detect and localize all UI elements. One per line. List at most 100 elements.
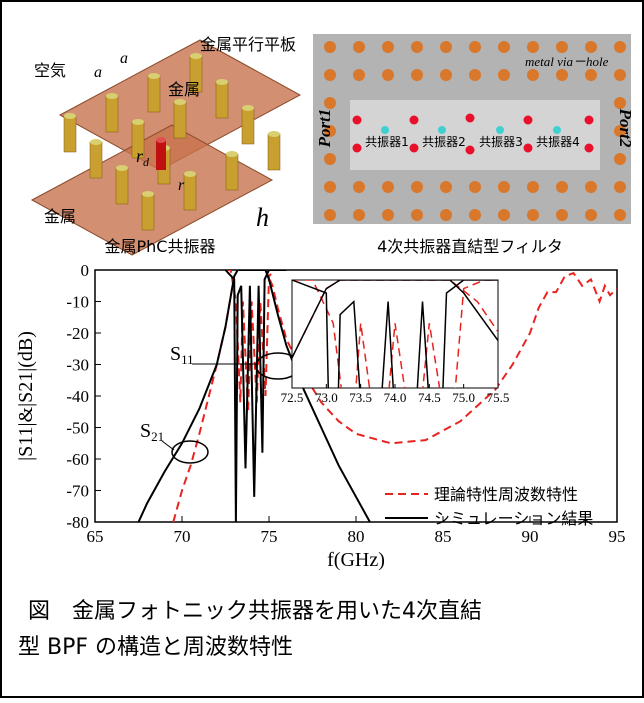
x-tick-label: 75.0 — [452, 390, 475, 405]
page: 金属平行平板 空気 a a 金属 rd r 金属 h 金属PhC共振器 meta… — [0, 0, 644, 703]
x-tick-label: 90 — [522, 527, 539, 546]
via-top — [226, 151, 238, 157]
via — [469, 41, 481, 53]
y-tick-label: -20 — [66, 324, 89, 343]
via — [527, 181, 539, 193]
legend-label: シミュレーション結果 — [434, 509, 593, 528]
label: Port2 — [616, 108, 635, 148]
via — [469, 209, 481, 221]
via — [324, 181, 336, 193]
y-tick-label: -40 — [66, 387, 89, 406]
via — [498, 69, 510, 81]
via — [498, 181, 510, 193]
x-tick-label: 74.5 — [418, 390, 441, 405]
via — [614, 41, 626, 53]
label: a — [94, 64, 102, 81]
via — [382, 209, 394, 221]
via — [116, 168, 128, 204]
x-tick-label: 73.5 — [349, 390, 372, 405]
via-top — [142, 191, 154, 197]
figure: 金属平行平板 空気 a a 金属 rd r 金属 h 金属PhC共振器 meta… — [0, 0, 644, 698]
label: 共振器3 — [479, 135, 523, 149]
via — [148, 76, 160, 112]
label: d — [143, 155, 150, 169]
via — [614, 181, 626, 193]
x-tick-label: 85 — [435, 527, 452, 546]
x-tick-label: 65 — [87, 527, 104, 546]
y-tick-label: -10 — [66, 293, 89, 312]
via — [268, 134, 280, 170]
via — [353, 181, 365, 193]
via — [614, 153, 626, 165]
via — [353, 116, 362, 125]
caption: 図 金属フォトニック共振器を用いた4次直結 — [28, 599, 482, 624]
x-axis-label: f(GHz) — [327, 549, 385, 571]
via-top — [116, 165, 128, 171]
caption: 4次共振器直結型フィルタ — [377, 237, 563, 256]
via — [226, 154, 238, 190]
via — [585, 181, 597, 193]
via — [142, 194, 154, 230]
caption: 金属PhC共振器 — [105, 237, 216, 256]
via — [410, 144, 419, 153]
label: 金属 — [44, 207, 76, 226]
x-tick-label: 74.0 — [384, 390, 407, 405]
label: 金属 — [168, 80, 200, 99]
via — [440, 41, 452, 53]
via — [585, 69, 597, 81]
via — [242, 108, 254, 144]
via-top — [242, 105, 254, 111]
annotation: S — [140, 420, 151, 442]
x-tick-label: 73.0 — [315, 390, 338, 405]
via — [353, 209, 365, 221]
y-tick-label: 0 — [81, 261, 90, 280]
via — [556, 209, 568, 221]
x-tick-label: 70 — [174, 527, 191, 546]
y-tick-label: -30 — [66, 356, 89, 375]
x-tick-label: 75.5 — [487, 390, 510, 405]
via — [324, 97, 336, 109]
resonator-via — [381, 126, 389, 134]
y-tick-label: -50 — [66, 419, 89, 438]
via — [614, 69, 626, 81]
label: 共振器1 — [365, 135, 409, 149]
via — [614, 209, 626, 221]
label: h — [256, 203, 269, 232]
via — [614, 97, 626, 109]
label: metal via－hole — [525, 54, 609, 69]
via-top — [216, 79, 228, 85]
resonator-via — [496, 126, 504, 134]
via-top — [184, 171, 196, 177]
via — [466, 114, 475, 123]
x-tick-label: 75 — [261, 527, 278, 546]
via — [324, 41, 336, 53]
label: Port1 — [315, 109, 334, 149]
via — [585, 209, 597, 221]
via — [527, 69, 539, 81]
via — [174, 102, 186, 138]
via — [527, 41, 539, 53]
via — [411, 209, 423, 221]
via — [556, 181, 568, 193]
x-tick-label: 80 — [348, 527, 365, 546]
label: 空気 — [34, 61, 66, 80]
via — [353, 69, 365, 81]
via — [524, 116, 533, 125]
annotation: 11 — [181, 352, 194, 367]
via — [469, 69, 481, 81]
via — [64, 116, 76, 152]
label: 共振器2 — [422, 135, 466, 149]
via — [440, 181, 452, 193]
resonator-via — [553, 126, 561, 134]
via — [527, 209, 539, 221]
via — [585, 116, 594, 125]
via — [353, 144, 362, 153]
via — [90, 142, 102, 178]
via-top — [174, 99, 186, 105]
via — [440, 209, 452, 221]
via-top — [132, 119, 144, 125]
legend-label: 理論特性周波数特性 — [434, 485, 578, 504]
via — [411, 69, 423, 81]
via-top — [106, 93, 118, 99]
via — [382, 69, 394, 81]
